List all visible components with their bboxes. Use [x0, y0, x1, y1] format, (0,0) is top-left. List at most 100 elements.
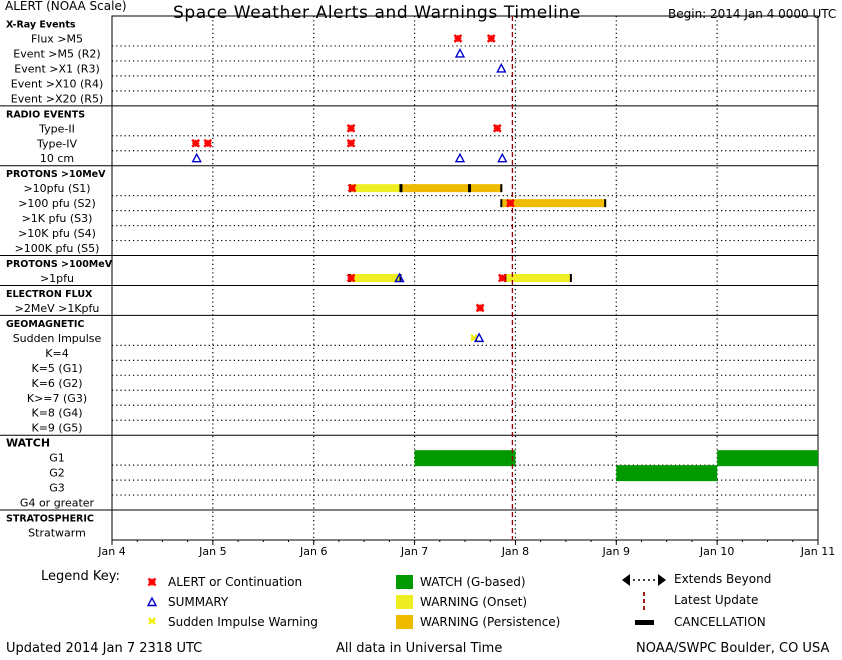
alert-mark	[346, 123, 356, 133]
updated-time: Updated 2014 Jan 7 2318 UTC	[6, 641, 203, 656]
x-axis-ticks: Jan 4 Jan 5 Jan 6 Jan 7 Jan 8 Jan 9 Jan 10 Jan …	[97, 540, 835, 558]
row-label: G2	[49, 467, 65, 480]
alert-scale-label: ALERT (NOAA Scale)	[5, 0, 127, 13]
legend-warning-onset-label: WARNING (Onset)	[420, 595, 528, 609]
warning-persistence-bar	[470, 184, 502, 193]
grid-layer	[0, 15, 819, 541]
row-labels: X-Ray Events Flux >M5 Event >M5 (R2) Event …	[6, 19, 113, 539]
x-tick-label: Jan 10	[699, 545, 734, 558]
row-label: G1	[49, 452, 65, 465]
summary-mark	[191, 152, 202, 163]
row-label: K=4	[45, 347, 68, 360]
x-tick-label: Jan 8	[501, 545, 529, 558]
section-header-label: RADIO EVENTS	[6, 109, 85, 120]
row-label: >2MeV >1Kpfu	[15, 302, 100, 315]
bars-layer	[349, 16, 818, 540]
x-tick-label: Jan 11	[800, 545, 835, 558]
row-label: Event >M5 (R2)	[13, 47, 100, 60]
alert-mark	[203, 138, 213, 148]
x-tick-label: Jan 9	[602, 545, 630, 558]
alert-mark	[497, 273, 507, 283]
legend-warning-persistence-swatch	[396, 615, 413, 629]
section-header-label: ELECTRON FLUX	[6, 289, 93, 300]
section-header-label: PROTONS >100MeV	[6, 259, 113, 270]
legend-summary-symbol	[146, 596, 158, 607]
row-label: >10pfu (S1)	[23, 182, 90, 195]
alert-mark	[492, 123, 502, 133]
summary-mark	[454, 152, 466, 163]
row-label: Event >X20 (R5)	[11, 92, 103, 105]
alert-mark	[346, 273, 356, 283]
row-label: K=6 (G2)	[31, 377, 82, 390]
row-label: Type-IV	[36, 137, 77, 150]
row-label: K=8 (G4)	[31, 407, 82, 420]
timezone-note: All data in Universal Time	[336, 641, 503, 656]
watch-bar	[616, 465, 718, 482]
summary-mark	[454, 47, 466, 58]
legend-cancellation-symbol	[635, 620, 654, 625]
row-label: >10K pfu (S4)	[18, 227, 96, 240]
warning-persistence-bar	[501, 199, 606, 208]
summary-mark	[473, 332, 485, 343]
warning-onset-bar	[350, 274, 401, 282]
x-tick-label: Jan 4	[97, 545, 125, 558]
row-label: Event >X1 (R3)	[14, 62, 99, 75]
x-tick-label: Jan 7	[400, 545, 428, 558]
section-header-label: WATCH	[6, 437, 50, 450]
chart-title: Space Weather Alerts and Warnings Timeli…	[173, 3, 581, 23]
alert-mark	[475, 303, 485, 313]
section-header-label: X-Ray Events	[6, 19, 76, 30]
arrow-left	[622, 574, 630, 586]
summary-mark	[496, 62, 507, 73]
row-label: Type-II	[38, 122, 75, 135]
x-tick-label: Jan 5	[198, 545, 226, 558]
row-label: G3	[49, 482, 65, 495]
legend-extends-beyond-symbol	[622, 574, 666, 586]
legend-alert-symbol	[147, 577, 157, 587]
row-label: Flux >M5	[31, 32, 83, 45]
row-label: Sudden Impulse	[13, 332, 102, 345]
alert-mark	[453, 34, 463, 43]
section-header-label: GEOMAGNETIC	[6, 319, 84, 330]
alert-mark	[347, 183, 357, 193]
row-label: 10 cm	[40, 152, 74, 165]
watch-bar	[717, 450, 818, 467]
row-label: >1pfu	[40, 272, 74, 285]
legend-alert-label: ALERT or Continuation	[168, 575, 303, 589]
warning-onset-bar	[350, 184, 401, 193]
legend-si-warning-label: Sudden Impulse Warning	[168, 615, 318, 629]
arrow-right	[658, 574, 666, 586]
row-label: Stratwarm	[28, 527, 86, 540]
section-header-label: PROTONS >10MeV	[6, 169, 106, 180]
legend-summary-label: SUMMARY	[168, 595, 229, 609]
alert-mark	[486, 34, 496, 43]
row-label: Event >X10 (R4)	[11, 77, 103, 90]
legend-extends-beyond-label: Extends Beyond	[674, 572, 772, 586]
legend-watch-swatch	[396, 575, 413, 589]
row-label: >100K pfu (S5)	[15, 242, 100, 255]
alert-mark	[506, 198, 515, 208]
row-label: >1K pfu (S3)	[22, 212, 93, 225]
row-label: K>=7 (G3)	[27, 392, 87, 405]
watch-bar	[414, 450, 516, 467]
alert-mark	[191, 138, 201, 148]
legend-cancellation-label: CANCELLATION	[674, 615, 766, 629]
summary-mark	[394, 272, 405, 283]
marks-layer	[191, 34, 515, 343]
legend-warning-onset-swatch	[396, 595, 413, 609]
warning-onset-bar	[505, 274, 571, 282]
legend-watch-label: WATCH (G-based)	[420, 575, 526, 589]
begin-time: Begin: 2014 Jan 4 0000 UTC	[668, 7, 837, 21]
legend-title: Legend Key:	[41, 569, 120, 584]
row-label: G4 or greater	[20, 497, 95, 510]
legend-warning-persistence-label: WARNING (Persistence)	[420, 615, 561, 629]
row-label: K=5 (G1)	[31, 362, 82, 375]
alert-mark	[346, 138, 356, 148]
section-header-label: STRATOSPHERIC	[6, 514, 94, 525]
x-tick-label: Jan 6	[299, 545, 327, 558]
warning-persistence-bar	[401, 184, 470, 193]
legend-symbols	[146, 574, 666, 629]
legend-si-warning-symbol	[148, 617, 156, 625]
row-label: K=9 (G5)	[31, 422, 82, 435]
